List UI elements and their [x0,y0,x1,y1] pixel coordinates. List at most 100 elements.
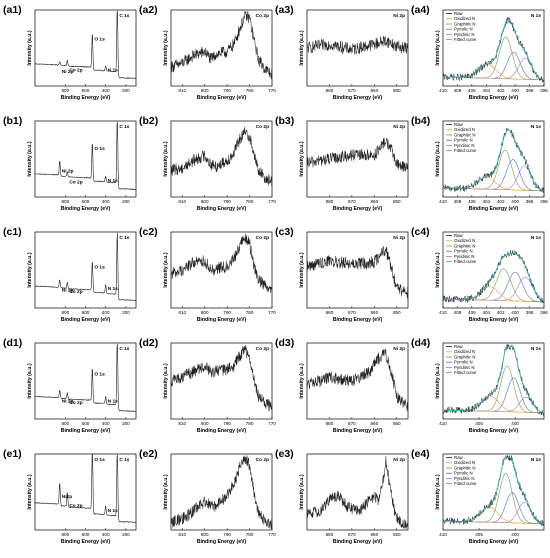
spectrum-line [170,344,273,412]
x-tick-label: 810 [178,310,186,315]
legend-entry: Raw [454,344,463,349]
survey-spectrum [34,10,137,80]
panel-label: (b1) [3,115,22,127]
peak-label: Ni2p [62,494,72,500]
panel-e2: (e2) 810 800 790 780 770 Binding Energy (eV) In… [139,448,276,545]
plot-frame [170,9,273,87]
x-tick-label: 810 [178,421,186,426]
y-axis-title: Intensity (a.u.) [435,141,441,176]
panel-label: (b3) [275,115,294,127]
plot-frame [306,9,409,87]
element-label: Ni 2p [393,124,405,130]
x-tick-label: 860 [370,532,378,537]
x-axis-title: Binding Energy (eV) [61,539,111,545]
x-tick-label: 406 [468,199,476,204]
y-axis-title: Intensity (a.u.) [435,30,441,65]
panel-label: (a2) [139,4,158,16]
fitted-curve [442,19,545,80]
survey-spectrum [34,121,137,191]
x-tick-label: 800 [61,532,69,537]
x-tick-label: 870 [348,532,356,537]
x-tick-label: 800 [201,199,209,204]
x-axis-title: Binding Energy (eV) [469,95,519,101]
element-label: Ni 2p [393,457,405,463]
x-tick-label: 770 [268,199,276,204]
plot-frame [442,231,545,309]
x-tick-label: 405 [475,421,483,426]
y-axis-title: Intensity (a.u.) [163,363,169,398]
x-tick-label: 406 [468,310,476,315]
x-tick-label: 880 [326,532,334,537]
x-tick-label: 402 [497,310,505,315]
peak-label: O 1s [94,146,105,152]
y-axis-title: Intensity (a.u.) [27,363,33,398]
peak-label: C 1s [119,13,129,19]
x-axis-title: Binding Energy (eV) [197,95,247,101]
x-tick-label: 404 [482,199,490,204]
panel-e1: (e1) 800 600 400 200 Binding Energy (eV) Inten… [3,448,137,545]
y-axis-title: Intensity (a.u.) [299,141,305,176]
panel-c1: (c1) 800 600 400 200 Binding Energy (eV) Inten… [3,226,137,323]
x-tick-label: 402 [497,88,505,93]
spectrum-line [306,35,409,55]
x-tick-label: 770 [268,532,276,537]
legend-entry: Raw [454,122,463,127]
panel-label: (c1) [3,226,22,238]
component-curve [442,52,545,81]
peak-label: O 1s [94,36,105,42]
x-tick-label: 400 [511,310,519,315]
peak-label: O 1s [94,372,105,378]
panel-label: (d3) [275,337,294,349]
panel-d1: (d1) 800 600 400 200 Binding Energy (eV) Inten… [3,337,137,434]
y-axis-title: Intensity (a.u.) [163,141,169,176]
survey-spectrum [34,343,137,413]
peak-label: N 1s [108,178,118,184]
legend-entry: Fitted curve [454,37,477,42]
fitted-curve [442,253,545,302]
raw-curve [442,249,545,303]
x-tick-label: 800 [201,310,209,315]
x-tick-label: 800 [61,199,69,204]
legend-entry: Oxidized N [454,16,475,21]
panel-d4: (d4) 410 405 400 Binding Energy (eV) Intensit… [411,337,545,434]
peak-label: Co 2p [69,400,82,406]
element-label: N 1s [531,13,541,19]
peak-label: N 1s [108,508,118,514]
component-curve [442,159,545,192]
element-label: N 1s [531,457,541,463]
plot-frame [442,453,545,531]
x-axis-title: Binding Energy (eV) [197,428,247,434]
element-label: Ni 2p [393,235,405,241]
panel-d2: (d2) 810 800 790 780 770 Binding Energy (eV) In… [139,337,276,434]
x-tick-label: 790 [223,532,231,537]
x-tick-label: 880 [326,199,334,204]
y-axis-title: Intensity (a.u.) [299,474,305,509]
peak-label: N 1s [108,68,118,74]
x-tick-label: 800 [61,421,69,426]
spectrum-line [170,10,273,80]
x-axis-title: Binding Energy (eV) [61,428,111,434]
spectrum-line [306,348,409,412]
legend-entry: Graphitic N [454,21,476,26]
x-tick-label: 400 [102,310,110,315]
x-tick-label: 400 [511,421,519,426]
peak-label: Co 2p [69,68,82,74]
x-tick-label: 880 [326,88,334,93]
element-label: Co 2p [256,235,269,241]
x-tick-label: 860 [370,88,378,93]
x-tick-label: 200 [122,532,130,537]
legend-entry: Graphitic N [454,132,476,137]
x-tick-label: 396 [540,310,548,315]
x-tick-label: 398 [526,199,534,204]
plot-frame [34,120,137,198]
legend-entry: Fitted curve [454,148,477,153]
x-tick-label: 600 [82,421,90,426]
x-tick-label: 860 [370,310,378,315]
x-tick-label: 780 [246,199,254,204]
element-label: Ni 2p [393,13,405,19]
x-axis-title: Binding Energy (eV) [197,539,247,545]
x-tick-label: 800 [61,88,69,93]
y-axis-title: Intensity (a.u.) [163,30,169,65]
